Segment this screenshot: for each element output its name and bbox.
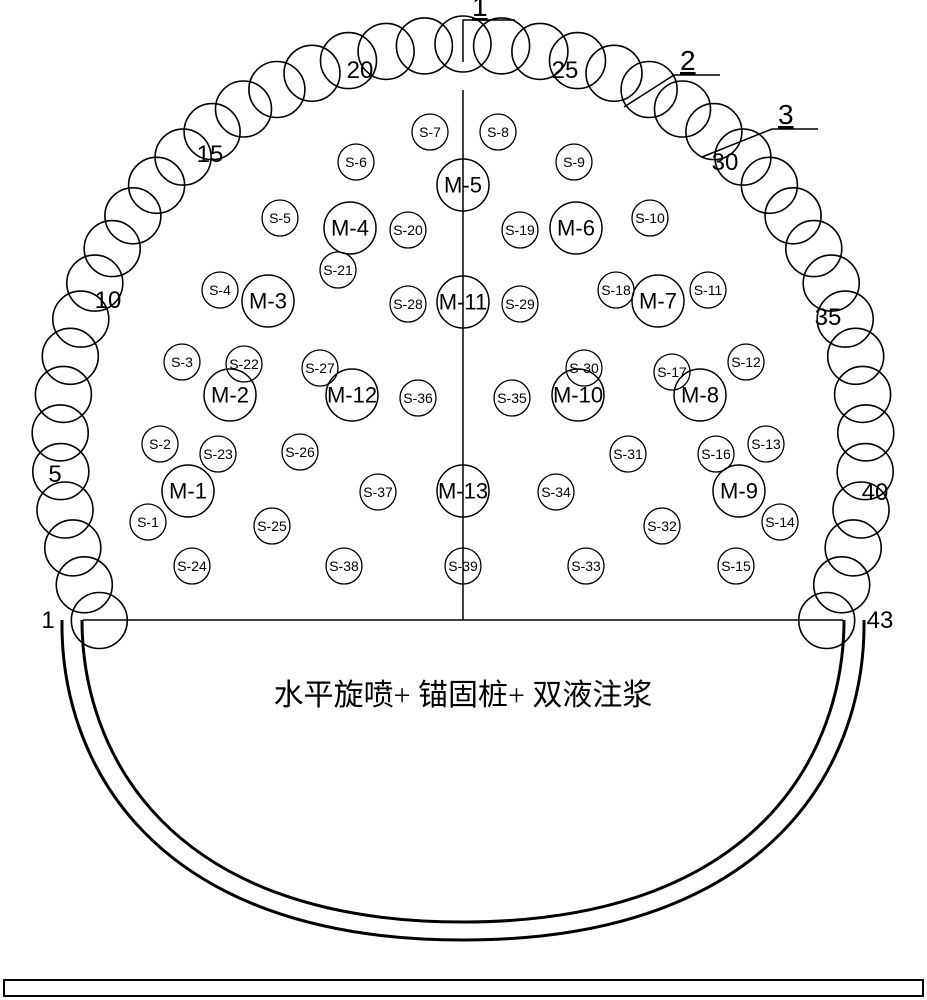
- outer-ring-circle: [474, 18, 530, 74]
- outer-ring-circle: [105, 188, 161, 244]
- bottom-frame: [4, 980, 923, 996]
- s-label: S-29: [505, 296, 535, 312]
- s-label: S-16: [701, 446, 731, 462]
- s-label: S-14: [765, 514, 795, 530]
- s-label: S-23: [203, 446, 233, 462]
- s-label: S-31: [613, 446, 643, 462]
- s-label: S-38: [329, 558, 359, 574]
- s-label: S-36: [403, 390, 433, 406]
- s-label: S-25: [257, 518, 287, 534]
- outer-ring-circle: [655, 81, 711, 137]
- s-label: S-3: [171, 354, 193, 370]
- s-label: S-4: [209, 282, 231, 298]
- m-label: M-9: [720, 479, 758, 504]
- m-label: M-6: [557, 216, 595, 241]
- s-label: S-15: [721, 558, 751, 574]
- outer-ring-circle: [216, 81, 272, 137]
- s-label: S-27: [305, 360, 335, 376]
- outer-ring-circle: [284, 45, 340, 101]
- outer-ring-circle: [586, 45, 642, 101]
- outer-ring-circle: [765, 188, 821, 244]
- outer-ring-number: 20: [347, 57, 374, 84]
- outer-ring-circle: [786, 221, 842, 277]
- outer-ring-number: 25: [552, 57, 579, 84]
- outer-ring-circle: [249, 62, 305, 118]
- s-label: S-30: [569, 360, 599, 376]
- s-label: S-5: [269, 210, 291, 226]
- outer-ring-number: 1: [41, 607, 54, 634]
- outer-ring-circle: [37, 482, 93, 538]
- m-label: M-10: [553, 383, 603, 408]
- s-label: S-22: [229, 356, 259, 372]
- outer-ring-circle: [45, 520, 101, 576]
- outer-ring-number: 43: [867, 607, 894, 634]
- s-label: S-7: [419, 124, 441, 140]
- outer-ring-circle: [35, 366, 91, 422]
- outer-ring-circle: [814, 557, 870, 613]
- s-label: S-1: [137, 514, 159, 530]
- s-label: S-12: [731, 354, 761, 370]
- outer-ring-circle: [835, 366, 891, 422]
- s-label: S-2: [149, 436, 171, 452]
- outer-ring-number: 30: [712, 149, 739, 176]
- s-label: S-24: [177, 558, 207, 574]
- m-label: M-11: [439, 290, 488, 315]
- leader-label: 2: [680, 45, 696, 76]
- outer-ring-circle: [42, 328, 98, 384]
- s-label: S-33: [571, 558, 601, 574]
- outer-ring-number: 35: [815, 304, 842, 331]
- s-label: S-18: [601, 282, 631, 298]
- tunnel-bottom-outer: [62, 620, 864, 940]
- s-label: S-35: [497, 390, 527, 406]
- m-label: M-5: [444, 173, 482, 198]
- s-label: S-21: [323, 262, 353, 278]
- s-label: S-20: [393, 222, 423, 238]
- s-label: S-19: [505, 222, 535, 238]
- caption-text: 水平旋喷+ 锚固桩+ 双液注浆: [274, 679, 653, 712]
- outer-ring-circle: [828, 328, 884, 384]
- m-label: M-8: [681, 383, 719, 408]
- s-label: S-9: [563, 154, 585, 170]
- outer-ring-number: 10: [95, 287, 122, 314]
- leader-label: 1: [472, 0, 488, 22]
- s-label: S-6: [345, 154, 367, 170]
- outer-ring-number: 40: [862, 479, 889, 506]
- leader-label: 3: [778, 99, 794, 130]
- outer-ring-circle: [621, 62, 677, 118]
- m-label: M-12: [327, 383, 377, 408]
- outer-ring-circle: [32, 405, 88, 461]
- outer-ring-circle: [56, 557, 112, 613]
- outer-ring-number: 15: [197, 141, 224, 168]
- s-label: S-39: [448, 558, 478, 574]
- m-label: M-13: [438, 479, 488, 504]
- s-label: S-10: [635, 210, 665, 226]
- s-label: S-32: [647, 518, 677, 534]
- s-label: S-11: [694, 282, 723, 298]
- outer-ring-circle: [825, 520, 881, 576]
- m-label: M-2: [211, 383, 249, 408]
- outer-ring-circle: [84, 221, 140, 277]
- m-label: M-1: [169, 479, 207, 504]
- m-label: M-7: [639, 289, 677, 314]
- s-label: S-37: [363, 484, 393, 500]
- outer-ring-circle: [803, 255, 859, 311]
- s-label: S-28: [393, 296, 423, 312]
- s-label: S-34: [541, 484, 571, 500]
- s-label: S-13: [751, 436, 781, 452]
- s-label: S-26: [285, 444, 315, 460]
- m-label: M-3: [249, 289, 287, 314]
- s-label: S-8: [487, 124, 509, 140]
- tunnel-bottom-inner: [82, 620, 844, 922]
- s-label: S-17: [657, 364, 687, 380]
- leader-line: [624, 75, 720, 107]
- outer-ring-number: 5: [48, 461, 61, 488]
- m-label: M-4: [331, 216, 369, 241]
